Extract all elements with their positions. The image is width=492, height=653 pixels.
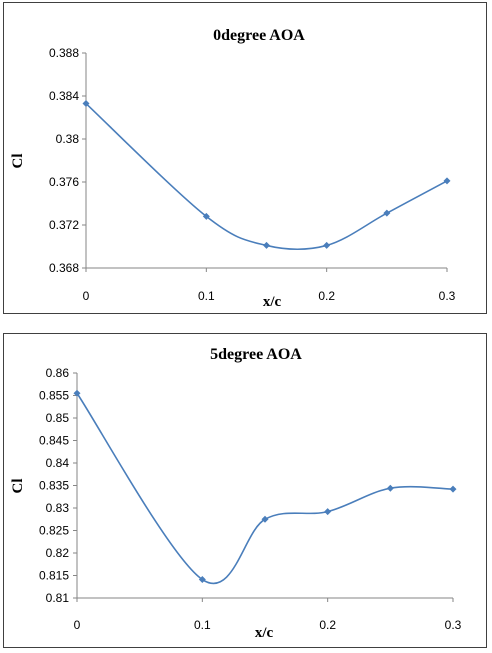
chart-0deg-x-tick-label: 0.2: [318, 289, 335, 303]
chart-5deg-data-point: [324, 508, 332, 516]
chart-0deg-x-tick-label: 0.3: [439, 289, 456, 303]
chart-5deg-y-tick-label: 0.85: [46, 411, 70, 425]
chart-5deg-data-point: [386, 484, 394, 492]
chart-5deg-series-line: [76, 392, 454, 584]
chart-5deg-y-tick-label: 0.815: [39, 569, 69, 583]
chart-0deg-svg: 0degree AOA 0.368 0.372 0.376 0.38 0.384 0.388…: [10, 27, 456, 310]
chart-0deg-y-tick-label: 0.384: [49, 89, 79, 103]
chart-5deg-x-tick-label: 0.1: [194, 618, 211, 632]
chart-5deg-y-tick-label: 0.83: [46, 501, 70, 515]
chart-0deg-x-tick-label: 0.1: [198, 289, 215, 303]
chart-0deg-x-tick-label: 0: [83, 289, 90, 303]
chart-5deg-y-tick-label: 0.82: [46, 546, 70, 560]
chart-0deg-y-tick-label: 0.376: [49, 175, 79, 189]
chart-5deg-y-tick-label: 0.825: [39, 524, 69, 538]
chart-5deg-y-tick-label: 0.855: [39, 389, 69, 403]
chart-5deg-data-point: [73, 389, 81, 397]
chart-5deg-x-tick-label: 0: [74, 618, 81, 632]
chart-5deg-y-tick-label: 0.835: [39, 479, 69, 493]
chart-0deg-series-line: [85, 102, 448, 251]
chart-5deg-data-point: [261, 515, 269, 523]
chart-0deg-data-point: [383, 209, 391, 217]
chart-0deg-title: 0degree AOA: [213, 27, 305, 44]
chart-5deg-y-axis-label: Cl: [10, 479, 26, 494]
chart-0deg-data-point: [202, 212, 210, 220]
chart-0deg-data-point: [263, 241, 270, 249]
chart-0deg-data-point: [323, 241, 331, 249]
chart-5deg-y-tick-label: 0.845: [39, 434, 69, 448]
chart-5deg-y-tick-label: 0.86: [46, 366, 70, 380]
chart-0deg-y-axis-label: Cl: [10, 154, 26, 169]
chart-5deg-y-tick-label: 0.84: [46, 456, 70, 470]
chart-5deg-data-point: [198, 576, 206, 584]
chart-0deg-x-axis-label: x/c: [263, 294, 282, 310]
chart-0deg-data-point: [82, 100, 90, 108]
chart-0deg-y-tick-label: 0.38: [56, 132, 80, 146]
chart-5deg-x-tick-label: 0.3: [445, 618, 462, 632]
chart-0deg-data-point: [443, 177, 451, 185]
chart-0deg-y-tick-label: 0.368: [49, 261, 79, 275]
chart-0deg-y-tick-label: 0.372: [49, 218, 79, 232]
chart-5deg-data-point: [449, 485, 457, 493]
chart-5deg-x-axis-label: x/c: [255, 625, 274, 641]
chart-0deg-y-tick-label: 0.388: [49, 46, 79, 60]
chart-panel-0deg: 0degree AOA 0.368 0.372 0.376 0.38 0.384 0.388…: [3, 2, 487, 314]
chart-5deg-y-tick-label: 0.81: [46, 591, 70, 605]
chart-panel-5deg: 5degree AOA 0.81 0.815 0.82 0.825 0.83 0.835 0.…: [3, 333, 487, 648]
chart-5deg-x-tick-label: 0.2: [319, 618, 336, 632]
chart-5deg-title: 5degree AOA: [210, 346, 302, 363]
chart-5deg-svg: 5degree AOA 0.81 0.815 0.82 0.825 0.83 0.835 0.…: [10, 346, 462, 641]
